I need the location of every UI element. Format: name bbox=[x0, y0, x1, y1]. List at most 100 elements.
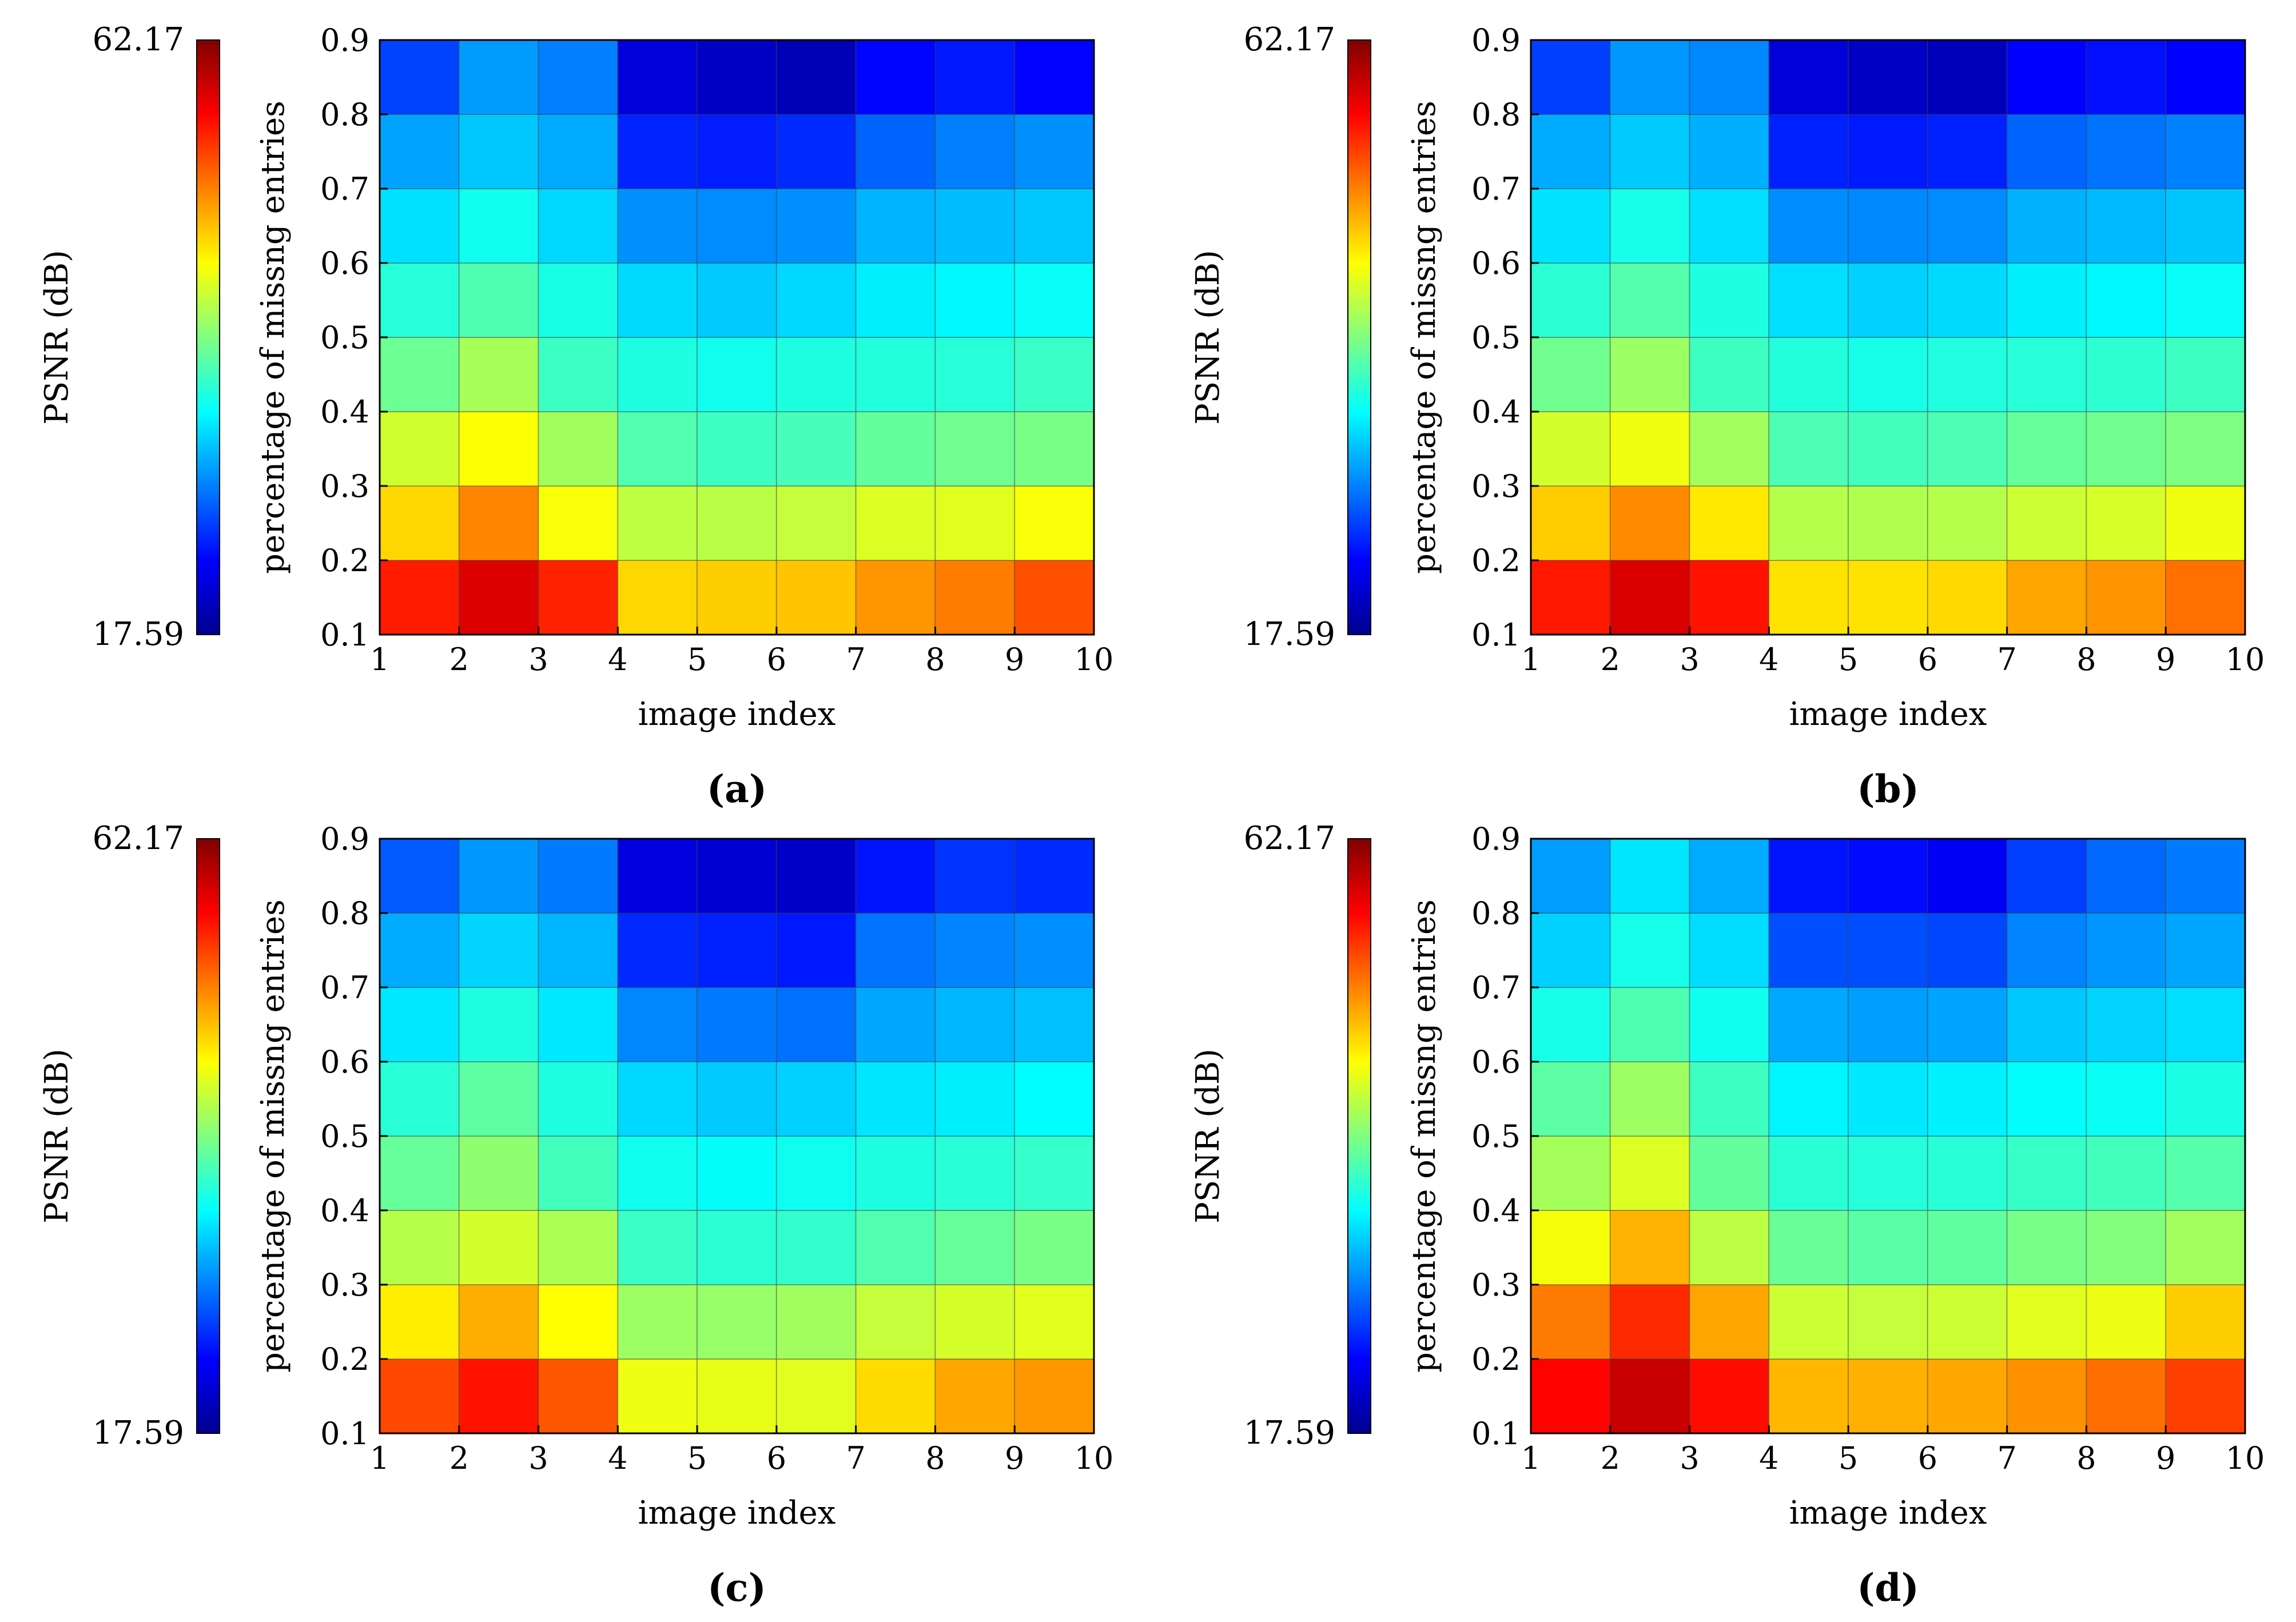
heatmap-cell bbox=[458, 188, 539, 264]
x-ticks: 1 2 3 4 5 6 7 8 9 10 bbox=[370, 1425, 1114, 1476]
heatmap-cell bbox=[1848, 912, 1928, 988]
heatmap-cell bbox=[2006, 337, 2087, 412]
heatmap-cell bbox=[458, 1358, 539, 1434]
x-tick-label: 4 bbox=[1759, 1440, 1778, 1476]
heatmap-cell bbox=[458, 411, 539, 487]
y-ticks: 0.1 0.2 0.3 0.4 0.5 0.6 0.7 0.8 0.9 bbox=[320, 821, 388, 1452]
heatmap-cell bbox=[538, 1358, 619, 1434]
heatmap-cell bbox=[775, 1284, 857, 1360]
x-tick-label: 4 bbox=[608, 641, 627, 678]
heatmap-cell bbox=[1530, 1061, 1611, 1137]
heatmap-cell bbox=[934, 114, 1016, 189]
heatmap-cell bbox=[1609, 262, 1690, 338]
x-tick-label: 9 bbox=[1005, 1440, 1024, 1476]
heatmap-cell bbox=[1927, 1210, 2008, 1285]
heatmap-cell bbox=[1768, 114, 1849, 189]
heatmap-cell bbox=[934, 912, 1016, 988]
y-ticks: 0.1 0.2 0.3 0.4 0.5 0.6 0.7 0.8 0.9 bbox=[320, 22, 388, 653]
heatmap-cell bbox=[1848, 411, 1928, 487]
heatmap-cell bbox=[617, 39, 698, 115]
x-tick-label: 8 bbox=[2076, 641, 2096, 678]
heatmap-cell bbox=[1768, 1284, 1849, 1360]
heatmap-cell bbox=[1609, 485, 1690, 561]
heatmap-cell bbox=[1609, 1061, 1690, 1137]
heatmap-cell bbox=[1848, 39, 1928, 115]
x-tick-label: 3 bbox=[1680, 1440, 1699, 1476]
heatmap-cells bbox=[1530, 39, 2246, 635]
heatmap-cell bbox=[2006, 262, 2087, 338]
heatmap-cell bbox=[934, 411, 1016, 487]
colorbar-max-label: 62.17 bbox=[1244, 820, 1335, 857]
heatmap-cell bbox=[538, 1284, 619, 1360]
heatmap-cell bbox=[1530, 838, 1611, 914]
heatmap-cell bbox=[617, 188, 698, 264]
heatmap-cell bbox=[697, 987, 777, 1062]
x-tick-label: 5 bbox=[1839, 641, 1858, 678]
x-tick-label: 2 bbox=[1601, 1440, 1620, 1476]
heatmap-cell bbox=[1014, 560, 1095, 635]
heatmap-cell bbox=[775, 912, 857, 988]
heatmap-cell bbox=[1014, 1358, 1095, 1434]
heatmap-cell bbox=[1530, 1135, 1611, 1211]
heatmap-cell bbox=[1848, 1284, 1928, 1360]
colorbar-title: PSNR (dB) bbox=[38, 250, 75, 425]
x-tick-label: 10 bbox=[1075, 1440, 1114, 1476]
y-tick-label: 0.9 bbox=[1471, 22, 1521, 58]
heatmap-cell bbox=[379, 485, 460, 561]
heatmap-cell bbox=[697, 262, 777, 338]
panel-a: 62.17 17.59 PSNR (dB) 1 2 3 4 5 6 7 8 9 10 0.1 0.2… bbox=[38, 21, 1113, 811]
heatmap-cell bbox=[2165, 1358, 2246, 1434]
x-tick-label: 9 bbox=[2156, 641, 2175, 678]
heatmap-cell bbox=[1530, 1358, 1611, 1434]
heatmap-cell bbox=[697, 838, 777, 914]
heatmap-cell bbox=[2006, 1135, 2087, 1211]
heatmap-cell bbox=[2165, 188, 2246, 264]
heatmap-cell bbox=[1689, 485, 1770, 561]
y-tick-label: 0.4 bbox=[320, 1193, 369, 1229]
heatmap-cell bbox=[538, 337, 619, 412]
heatmap-cell bbox=[458, 912, 539, 988]
heatmap-cell bbox=[934, 485, 1016, 561]
x-tick-label: 1 bbox=[1521, 1440, 1541, 1476]
x-ticks: 1 2 3 4 5 6 7 8 9 10 bbox=[370, 627, 1113, 678]
heatmap-cell bbox=[2165, 1135, 2246, 1211]
heatmap-cell bbox=[2006, 39, 2087, 115]
y-tick-label: 0.9 bbox=[320, 821, 369, 857]
heatmap-cell bbox=[1848, 337, 1928, 412]
x-tick-label: 4 bbox=[608, 1440, 627, 1476]
panel-c: 62.17 17.59 PSNR (dB) 1 2 3 4 5 6 7 8 9 10 0.1 0.2… bbox=[38, 820, 1113, 1610]
heatmap-cell bbox=[538, 39, 619, 115]
heatmap-cell bbox=[1609, 1358, 1690, 1434]
heatmap-cell bbox=[1689, 1135, 1770, 1211]
heatmap-cell bbox=[1689, 411, 1770, 487]
heatmap-cell bbox=[1689, 262, 1770, 338]
heatmap-cell bbox=[379, 188, 460, 264]
x-tick-label: 3 bbox=[1680, 641, 1699, 678]
x-tick-label: 10 bbox=[2226, 1440, 2265, 1476]
heatmap-cell bbox=[1927, 987, 2008, 1062]
heatmap-cell bbox=[1689, 1210, 1770, 1285]
heatmap-cell bbox=[458, 1284, 539, 1360]
heatmap-cell bbox=[2165, 485, 2246, 561]
heatmap-cell bbox=[617, 987, 698, 1062]
heatmap-cell bbox=[2165, 912, 2246, 988]
heatmap-cell bbox=[697, 1284, 777, 1360]
heatmap-cell bbox=[2006, 1358, 2087, 1434]
heatmap-cell bbox=[1530, 1284, 1611, 1360]
heatmap-cell bbox=[1014, 39, 1095, 115]
heatmap-cell bbox=[1014, 262, 1095, 338]
heatmap-cell bbox=[2165, 337, 2246, 412]
y-tick-label: 0.3 bbox=[320, 1267, 369, 1303]
heatmap-cell bbox=[775, 987, 857, 1062]
y-tick-label: 0.6 bbox=[320, 1044, 369, 1080]
y-tick-label: 0.3 bbox=[320, 468, 369, 504]
y-tick-label: 0.4 bbox=[1471, 1193, 1521, 1229]
heatmap-cell bbox=[1014, 912, 1095, 988]
heatmap-cell bbox=[1848, 188, 1928, 264]
heatmap-cell bbox=[379, 39, 460, 115]
heatmap-cell bbox=[2086, 1135, 2167, 1211]
heatmap-cell bbox=[1689, 1358, 1770, 1434]
x-tick-label: 1 bbox=[1521, 641, 1541, 678]
heatmap-cell bbox=[697, 1061, 777, 1137]
